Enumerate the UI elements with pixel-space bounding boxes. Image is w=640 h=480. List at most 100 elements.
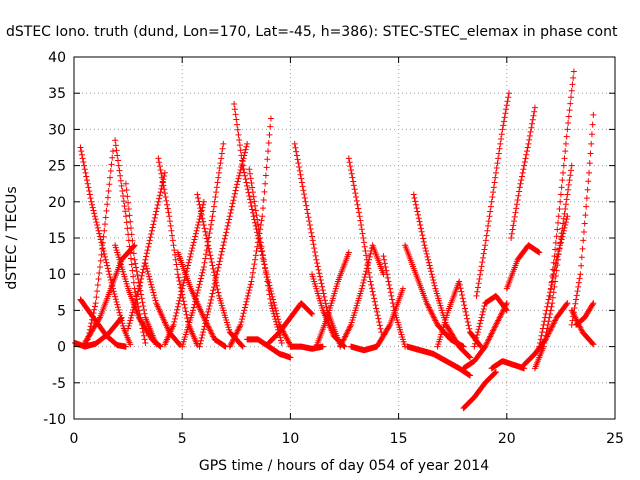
- data-point: [132, 298, 139, 305]
- data-point: [140, 306, 147, 313]
- data-point: [482, 343, 489, 350]
- data-point: [494, 318, 501, 325]
- data-point: [269, 305, 276, 312]
- data-point: [493, 165, 500, 172]
- data-point: [205, 324, 212, 331]
- data-point: [176, 297, 183, 304]
- data-point: [381, 256, 388, 263]
- data-point: [303, 206, 310, 213]
- data-point: [264, 156, 271, 163]
- data-point: [481, 303, 488, 310]
- data-point: [474, 332, 481, 339]
- data-point: [412, 198, 419, 205]
- data-point: [492, 369, 499, 376]
- data-point: [516, 188, 523, 195]
- data-point: [424, 253, 431, 260]
- data-point: [300, 187, 307, 194]
- data-point: [339, 339, 346, 346]
- data-point: [302, 198, 309, 205]
- data-point: [415, 215, 422, 222]
- data-point: [273, 321, 280, 328]
- data-point: [128, 312, 135, 319]
- data-point: [265, 279, 272, 286]
- data-point: [474, 288, 481, 295]
- data-point: [503, 301, 510, 308]
- data-point: [467, 372, 474, 379]
- data-point: [563, 301, 570, 308]
- data-point: [577, 324, 584, 331]
- data-point: [496, 314, 503, 321]
- data-point: [474, 329, 481, 336]
- data-point: [529, 116, 536, 123]
- data-point: [377, 325, 384, 332]
- data-point: [298, 175, 305, 182]
- data-point: [155, 198, 162, 205]
- data-point: [563, 216, 570, 223]
- data-point: [129, 309, 136, 316]
- data-point: [542, 311, 549, 318]
- data-point: [243, 298, 250, 305]
- data-point: [338, 340, 345, 347]
- data-point: [175, 274, 182, 281]
- data-point: [590, 341, 597, 348]
- data-point: [508, 230, 515, 237]
- data-point: [582, 212, 589, 219]
- data-point: [95, 227, 102, 234]
- data-point: [218, 251, 225, 258]
- data-point: [522, 155, 529, 162]
- data-point: [201, 259, 208, 266]
- data-point: [565, 186, 572, 193]
- y-tick-label: -5: [52, 376, 66, 392]
- data-point: [221, 235, 228, 242]
- data-point: [234, 181, 241, 188]
- data-point: [498, 311, 505, 318]
- data-point: [143, 262, 150, 269]
- data-point: [199, 215, 206, 222]
- data-point: [193, 227, 200, 234]
- data-point: [577, 271, 584, 278]
- data-point: [211, 280, 218, 287]
- data-point: [109, 148, 116, 155]
- data-point: [262, 180, 269, 187]
- data-point: [122, 180, 129, 187]
- data-point: [239, 316, 246, 323]
- data-point: [296, 164, 303, 171]
- data-point: [549, 321, 556, 328]
- data-point: [200, 218, 207, 225]
- data-point: [151, 214, 158, 221]
- data-point: [293, 148, 300, 155]
- data-series-segment: [568, 307, 597, 348]
- data-point: [208, 221, 215, 228]
- data-point: [209, 213, 216, 220]
- data-point: [127, 249, 134, 256]
- data-point: [228, 339, 235, 346]
- data-point: [270, 308, 277, 315]
- data-point: [135, 279, 142, 286]
- data-point: [244, 140, 251, 147]
- data-point: [486, 334, 493, 341]
- data-point: [127, 317, 134, 324]
- data-point: [485, 337, 492, 344]
- data-point: [171, 315, 178, 322]
- data-point: [212, 193, 219, 200]
- data-point: [130, 304, 137, 311]
- data-point: [122, 213, 129, 220]
- data-point: [308, 229, 315, 236]
- data-point: [283, 335, 290, 342]
- data-point: [265, 287, 272, 294]
- data-point: [560, 169, 567, 176]
- data-point: [97, 236, 104, 243]
- data-point: [426, 262, 433, 269]
- data-point: [121, 203, 128, 210]
- data-point: [210, 333, 217, 340]
- data-point: [536, 343, 543, 350]
- data-point: [368, 285, 375, 292]
- data-point: [115, 157, 122, 164]
- data-point: [213, 271, 220, 278]
- data-point: [209, 290, 216, 297]
- data-point: [553, 233, 560, 240]
- data-point: [238, 318, 245, 325]
- data-point: [567, 172, 574, 179]
- data-point: [195, 287, 202, 294]
